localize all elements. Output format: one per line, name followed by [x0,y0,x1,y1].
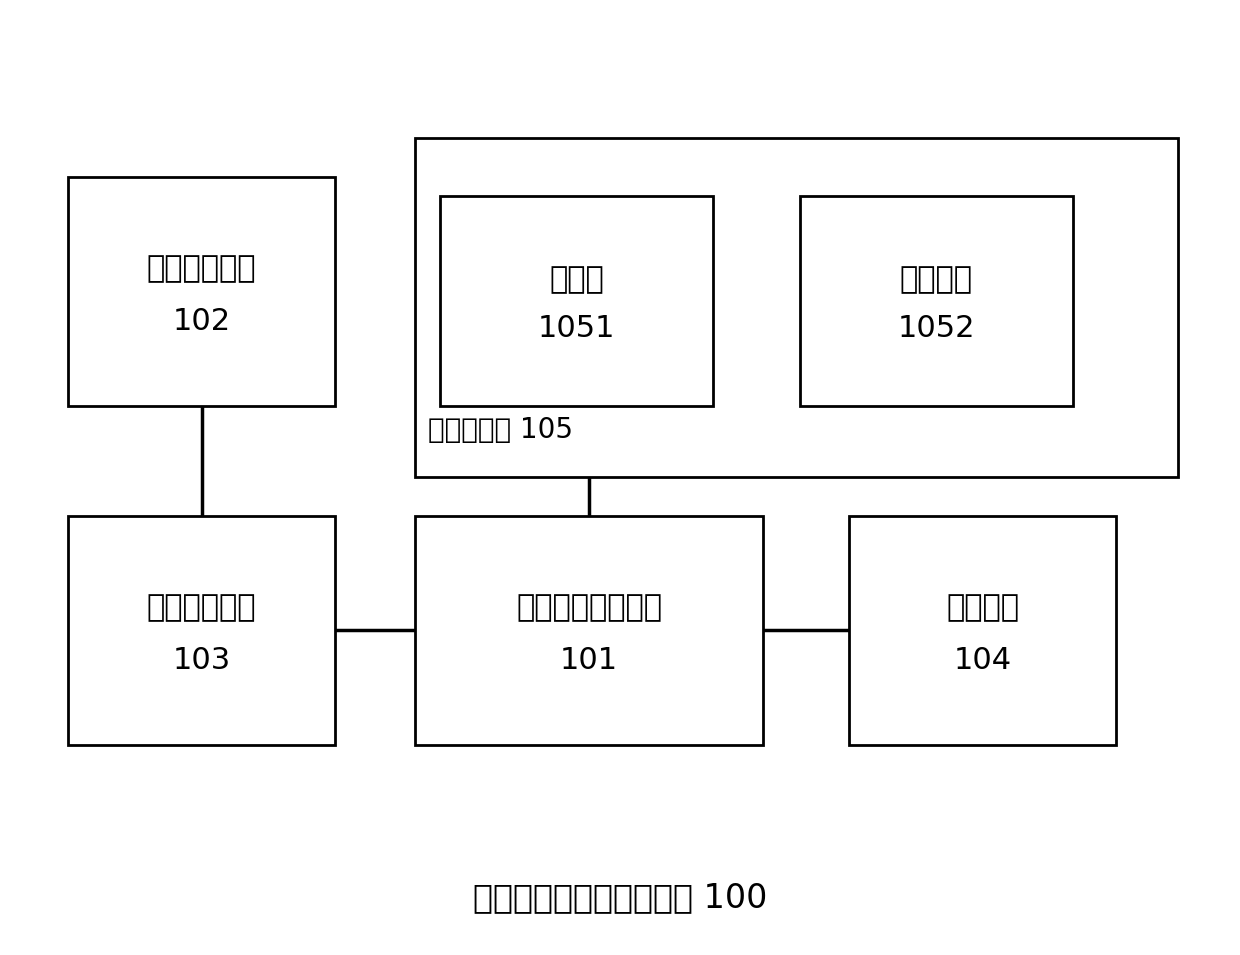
Text: 104: 104 [954,646,1012,674]
Text: 排板模具: 排板模具 [946,593,1019,622]
Bar [440,196,713,406]
Bar [849,516,1116,745]
Bar [415,516,763,745]
Text: 102: 102 [172,307,231,335]
Text: 机械臂: 机械臂 [549,265,604,294]
Bar [800,196,1073,406]
Text: 1051: 1051 [538,313,615,343]
Text: 伺服机械手 105: 伺服机械手 105 [428,416,573,444]
Bar [68,177,335,406]
Text: 机械夹具: 机械夹具 [900,265,972,294]
Text: 智能传感设备: 智能传感设备 [146,593,257,622]
Text: 1052: 1052 [898,313,975,343]
Bar [68,516,335,745]
Text: 101: 101 [560,646,618,674]
Bar [415,138,1178,478]
Text: 集成视觉系统: 集成视觉系统 [146,254,257,283]
Text: 光纤传像元件的排板系统 100: 光纤传像元件的排板系统 100 [472,881,768,914]
Text: 智能排板控制装置: 智能排板控制装置 [516,593,662,622]
Text: 103: 103 [172,646,231,674]
